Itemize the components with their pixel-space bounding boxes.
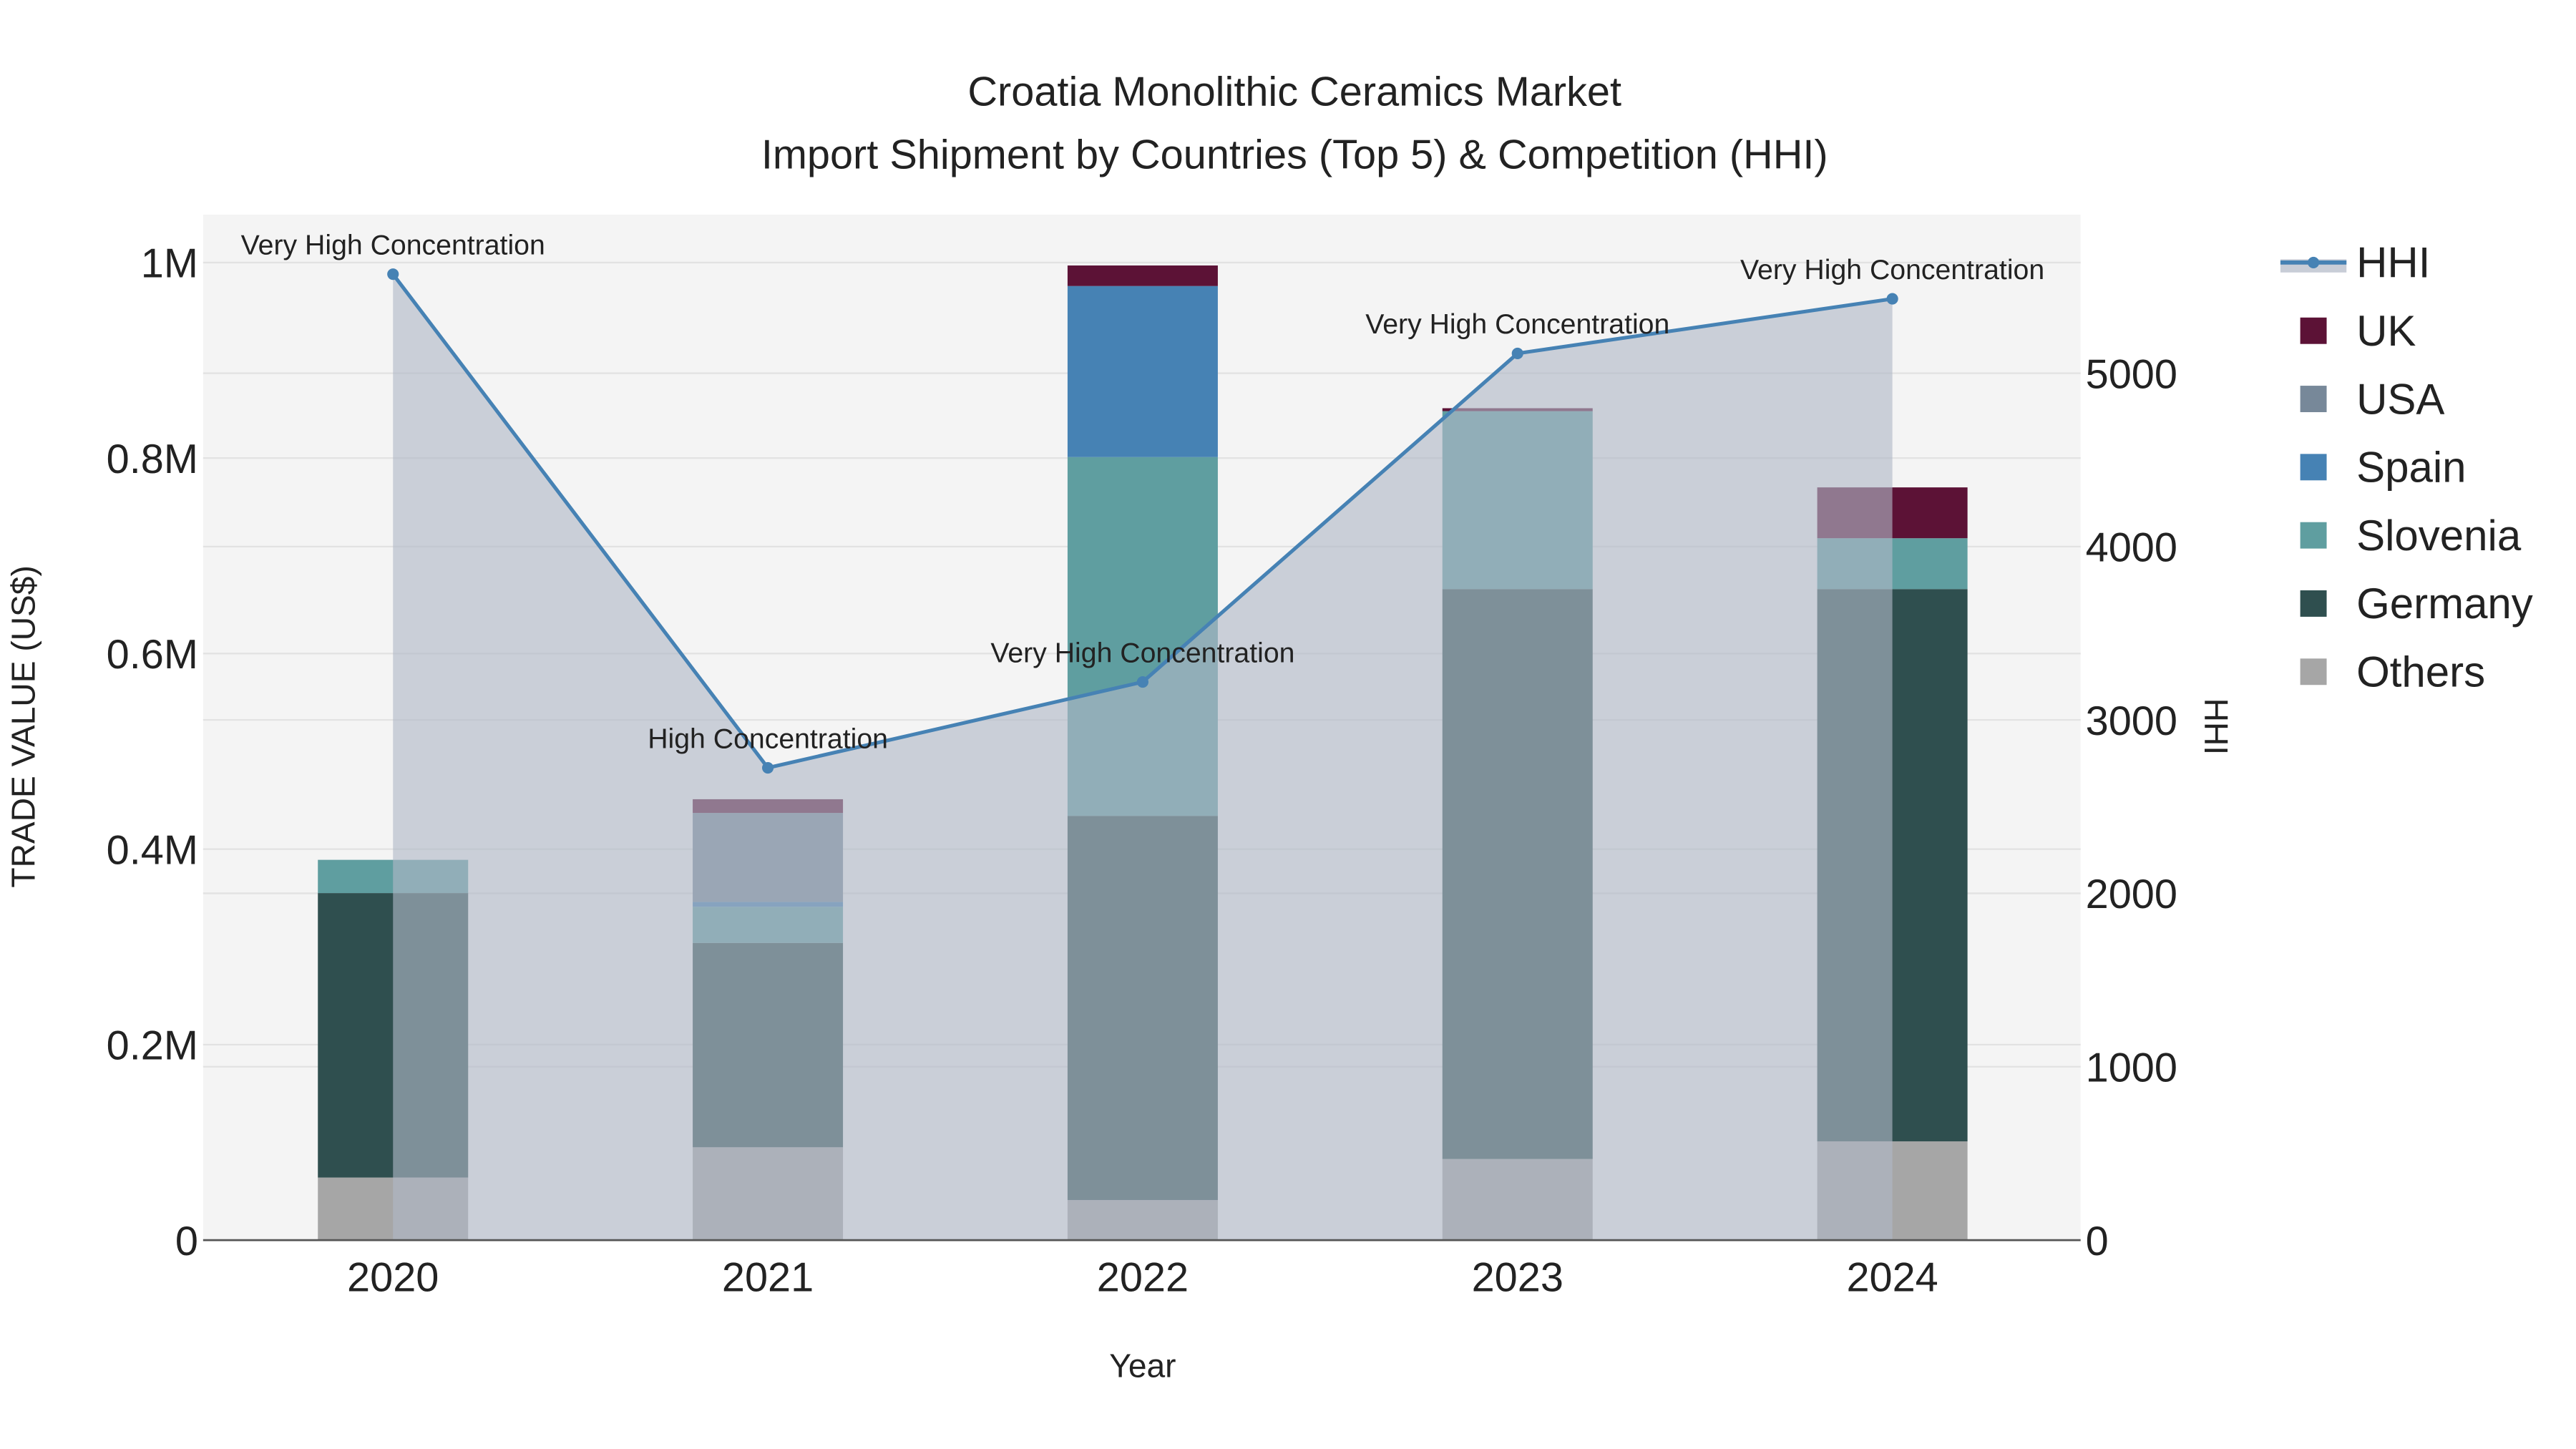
y2-tick-label: 3000 <box>2086 698 2177 744</box>
y-axis-label: TRADE VALUE (US$) <box>4 565 42 887</box>
legend-label: Germany <box>2356 580 2533 628</box>
y-tick-label: 0.2M <box>107 1023 198 1069</box>
bar-uk-2022[interactable] <box>1067 265 1218 286</box>
bar-spain-2022[interactable] <box>1067 286 1218 457</box>
legend-marker <box>2308 256 2320 268</box>
legend-label: USA <box>2356 375 2444 423</box>
hhi-area <box>393 274 1893 1241</box>
x-tick-label: 2023 <box>1472 1255 1563 1301</box>
legend-item-usa[interactable]: USA <box>2300 375 2445 423</box>
y-tick-label: 1M <box>141 241 198 287</box>
legend-item-hhi[interactable]: HHI <box>2280 239 2430 287</box>
hhi-point-2021[interactable] <box>762 761 774 774</box>
legend-item-others[interactable]: Others <box>2300 648 2486 696</box>
y2-axis-label: HHI <box>2197 698 2235 755</box>
legend-swatch <box>2300 386 2327 412</box>
legend-swatch <box>2300 658 2327 686</box>
y-tick-label: 0 <box>175 1219 198 1264</box>
legend-label: Others <box>2356 648 2485 696</box>
legend-item-uk[interactable]: UK <box>2300 307 2416 355</box>
y2-tick-label: 5000 <box>2086 351 2177 397</box>
legend-label: Slovenia <box>2356 512 2522 560</box>
y2-tick-label: 4000 <box>2086 525 2177 571</box>
x-tick-label: 2021 <box>722 1255 814 1301</box>
legend-swatch <box>2300 590 2327 617</box>
chart-title: Croatia Monolithic Ceramics Market <box>967 69 1621 115</box>
legend-swatch <box>2300 454 2327 481</box>
y-tick-label: 0.6M <box>107 632 198 678</box>
hhi-annotation: Very High Concentration <box>1740 254 2044 286</box>
y2-tick-label: 1000 <box>2086 1045 2177 1091</box>
legend-label: HHI <box>2356 239 2430 287</box>
hhi-point-2023[interactable] <box>1511 347 1523 359</box>
legend-swatch <box>2300 317 2327 344</box>
hhi-annotation: Very High Concentration <box>241 229 545 260</box>
legend: HHI UK USA Spain Slovenia Germany Others <box>2280 239 2533 696</box>
y-tick-label: 0.4M <box>107 827 198 873</box>
legend-label: UK <box>2356 307 2416 355</box>
chart-subtitle: Import Shipment by Countries (Top 5) & C… <box>761 132 1828 177</box>
y2-tick-label: 2000 <box>2086 872 2177 917</box>
legend-item-spain[interactable]: Spain <box>2300 444 2467 492</box>
hhi-annotation: Very High Concentration <box>990 637 1294 668</box>
y-tick-label: 0.8M <box>107 436 198 482</box>
x-axis-label: Year <box>1109 1347 1176 1385</box>
hhi-annotation: Very High Concentration <box>1365 308 1669 340</box>
x-tick-label: 2022 <box>1097 1255 1189 1301</box>
hhi-point-2022[interactable] <box>1136 676 1148 688</box>
legend-label: Spain <box>2356 444 2466 492</box>
x-tick-label: 2020 <box>347 1255 439 1301</box>
x-tick-label: 2024 <box>1846 1255 1938 1301</box>
hhi-annotation: High Concentration <box>648 723 888 754</box>
hhi-point-2024[interactable] <box>1886 293 1898 305</box>
y2-tick-label: 0 <box>2086 1219 2109 1264</box>
legend-item-slovenia[interactable]: Slovenia <box>2300 512 2522 560</box>
legend-item-germany[interactable]: Germany <box>2300 580 2533 628</box>
legend-swatch <box>2300 522 2327 549</box>
hhi-point-2020[interactable] <box>387 268 399 280</box>
